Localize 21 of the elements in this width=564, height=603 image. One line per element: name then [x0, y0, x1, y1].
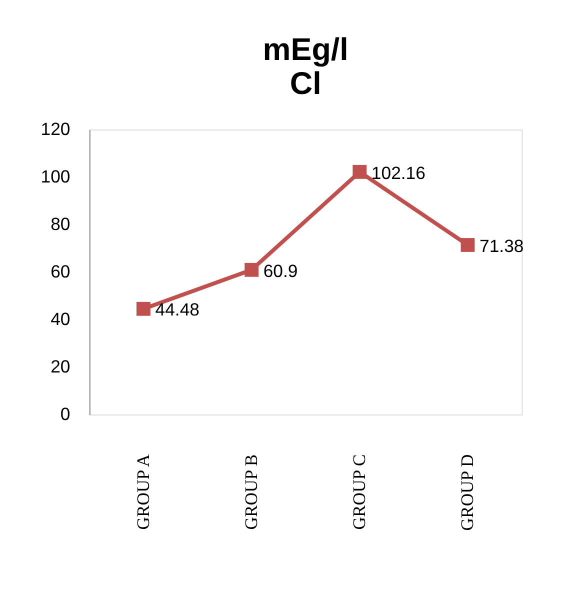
y-tick-label: 80: [50, 214, 70, 234]
y-tick-label: 40: [50, 308, 70, 329]
x-tick-label: GROUP B: [240, 454, 261, 530]
y-tick-label: 60: [50, 261, 70, 282]
x-tick-label: GROUP D: [457, 454, 478, 531]
x-tick-label: GROUP A: [132, 454, 153, 530]
point: [352, 164, 367, 179]
point: [136, 302, 150, 316]
point: [244, 262, 258, 277]
data-label: 71.38: [480, 236, 524, 256]
chart-subtitle: Cl: [290, 66, 322, 102]
data-label: 102.16: [371, 162, 426, 183]
x-tick-label: GROUP C: [349, 454, 370, 530]
point: [460, 238, 475, 252]
y-tick-label: 20: [50, 356, 70, 376]
y-tick-label: 0: [60, 404, 70, 424]
data-label: 44.48: [155, 300, 200, 320]
chart-title: mEg/l: [262, 32, 348, 67]
y-tick-label: 120: [40, 118, 70, 139]
data-label: 60.9: [263, 260, 298, 281]
y-tick-label: 100: [40, 166, 70, 186]
